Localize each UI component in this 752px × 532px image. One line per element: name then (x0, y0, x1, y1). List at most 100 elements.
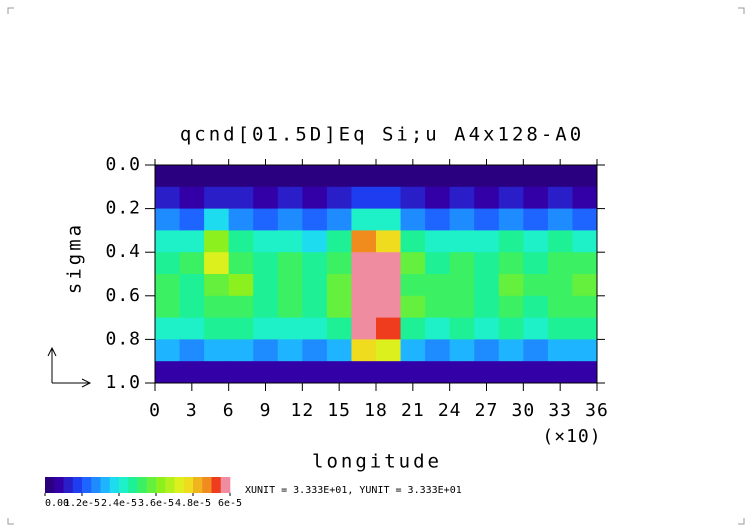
contour-cell (204, 252, 230, 275)
contour-cell (204, 186, 230, 210)
colorbar-swatch (119, 477, 129, 493)
contour-cell (351, 186, 377, 210)
contour-cell (228, 317, 254, 340)
contour-cell (277, 295, 303, 319)
contour-cell (474, 186, 500, 210)
contour-cell (277, 230, 303, 253)
y-tick-label: 0.8 (105, 328, 141, 349)
colorbar-label: 6e-5 (218, 498, 242, 509)
contour-cell (302, 208, 328, 231)
contour-cell (400, 252, 426, 275)
contour-cell (498, 295, 524, 319)
y-tick-label: 0.6 (105, 285, 141, 306)
colorbar-swatch (156, 477, 166, 493)
contour-cell (326, 165, 352, 188)
contour-cell (474, 339, 500, 362)
contour-cell (400, 339, 426, 362)
colorbar-swatch (54, 477, 64, 493)
contour-cell (547, 252, 573, 275)
contour-cell (425, 208, 451, 231)
contour-cell (179, 274, 205, 297)
contour-cell (376, 165, 402, 188)
contour-cell (351, 339, 377, 362)
contour-cell (547, 230, 573, 253)
units-note: XUNIT = 3.333E+01, YUNIT = 3.333E+01 (245, 485, 462, 496)
y-tick-label: 0.0 (105, 154, 141, 175)
contour-cell (547, 339, 573, 362)
contour-cell (572, 252, 598, 275)
contour-cell (277, 186, 303, 210)
contour-cell (179, 208, 205, 231)
contour-cell (400, 295, 426, 319)
contour-cell (326, 339, 352, 362)
contour-cell (326, 274, 352, 297)
contour-cell (400, 274, 426, 297)
contour-cell (253, 295, 279, 319)
contour-cell (474, 317, 500, 340)
contour-cell (326, 230, 352, 253)
contour-cell (155, 295, 181, 319)
colorbar-swatch (193, 477, 203, 493)
colorbar-swatch (202, 477, 212, 493)
chart-title: qcnd[01.5D]Eq Si;u A4x128-A0 (180, 124, 584, 146)
contour-cell (351, 274, 377, 297)
contour-cell (326, 186, 352, 210)
contour-cell (498, 186, 524, 210)
contour-cell (179, 361, 205, 384)
x-tick-label: 12 (290, 400, 314, 421)
contour-cell (498, 317, 524, 340)
contour-cell (253, 165, 279, 188)
x-tick-label: 33 (548, 400, 572, 421)
colorbar-swatch (174, 477, 185, 493)
contour-cell (523, 230, 549, 253)
contour-cell (228, 274, 254, 297)
colorbar-swatch (220, 477, 231, 493)
contour-cell (376, 317, 402, 340)
contour-cell (449, 361, 475, 384)
y-tick-label: 1.0 (105, 372, 141, 393)
contour-cell (572, 317, 598, 340)
contour-cell (425, 252, 451, 275)
contour-cell (253, 274, 279, 297)
contour-cell (277, 165, 303, 188)
contour-cell (572, 165, 598, 188)
contour-cell (302, 252, 328, 275)
x-tick-label: 15 (327, 400, 351, 421)
colorbar-label: 0.00 (45, 498, 69, 509)
contour-cell (449, 208, 475, 231)
contour-cell (400, 208, 426, 231)
contour-cell (155, 208, 181, 231)
contour-cell (572, 361, 598, 384)
contour-cell (449, 317, 475, 340)
contour-cell (253, 230, 279, 253)
colorbar-swatch (109, 477, 120, 493)
contour-cell (523, 186, 549, 210)
contour-cell (253, 208, 279, 231)
contour-cell (155, 165, 181, 188)
colorbar-swatch (128, 477, 138, 493)
contour-cell (498, 339, 524, 362)
colorbar-swatch (91, 477, 101, 493)
y-axis-label: sigma (64, 222, 86, 294)
contour-cell (474, 361, 500, 384)
contour-cell (449, 230, 475, 253)
contour-cell (400, 361, 426, 384)
contour-cell (449, 165, 475, 188)
contour-cell (155, 361, 181, 384)
contour-cell (400, 165, 426, 188)
contour-cell (498, 208, 524, 231)
x-axis-label: longitude (312, 451, 442, 473)
colorbar-swatch (63, 477, 74, 493)
x-tick-label: 0 (149, 400, 161, 421)
reference-arrow (47, 346, 92, 388)
contour-cell (351, 165, 377, 188)
contour-cell (523, 208, 549, 231)
contour-cell (523, 252, 549, 275)
contour-cell (572, 208, 598, 231)
contour-cell (351, 252, 377, 275)
y-tick-label: 0.4 (105, 241, 141, 262)
contour-cell (376, 361, 402, 384)
contour-cell (228, 186, 254, 210)
contour-cell (277, 317, 303, 340)
contour-cell (376, 186, 402, 210)
